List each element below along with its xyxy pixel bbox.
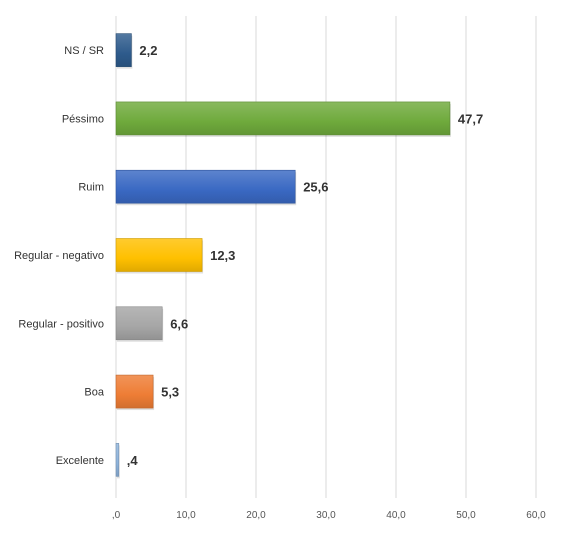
data-label: 5,3: [161, 385, 179, 400]
data-label: ,4: [127, 453, 139, 468]
bar: [115, 374, 154, 409]
bar: [115, 169, 296, 204]
bars: [115, 33, 451, 479]
x-tick-label: 20,0: [246, 510, 266, 521]
x-tick-label: 60,0: [526, 510, 546, 521]
data-label: 25,6: [303, 180, 328, 195]
x-tick-label: 50,0: [456, 510, 476, 521]
category-label: Boa: [84, 387, 104, 399]
category-label: Péssimo: [62, 113, 104, 125]
data-label: 12,3: [210, 248, 235, 263]
data-label: 6,6: [170, 316, 188, 331]
category-label: NS / SR: [64, 45, 104, 57]
x-tick-labels: ,0 10,0 20,0 30,0 40,0 50,0 60,0: [112, 510, 546, 521]
category-label: Ruim: [78, 182, 104, 194]
bar: [115, 306, 163, 341]
bar: [115, 101, 451, 136]
bar: [115, 238, 203, 272]
bar: [115, 33, 132, 67]
data-label: 47,7: [458, 111, 483, 126]
category-label: Regular - negativo: [14, 250, 104, 262]
category-label: Regular - positivo: [18, 318, 104, 330]
grid-lines: [115, 16, 537, 498]
category-labels: NS / SR Péssimo Ruim Regular - negativo Regu…: [14, 45, 105, 467]
x-tick-label: 10,0: [176, 510, 196, 521]
bar: [115, 443, 120, 477]
x-tick-label: ,0: [112, 510, 121, 521]
x-tick-label: 40,0: [386, 510, 406, 521]
category-label: Excelente: [56, 455, 104, 467]
x-tick-label: 30,0: [316, 510, 336, 521]
data-label: 2,2: [139, 43, 157, 58]
value-labels: 2,2 47,7 25,6 12,3 6,6 5,3 ,4: [127, 43, 483, 468]
